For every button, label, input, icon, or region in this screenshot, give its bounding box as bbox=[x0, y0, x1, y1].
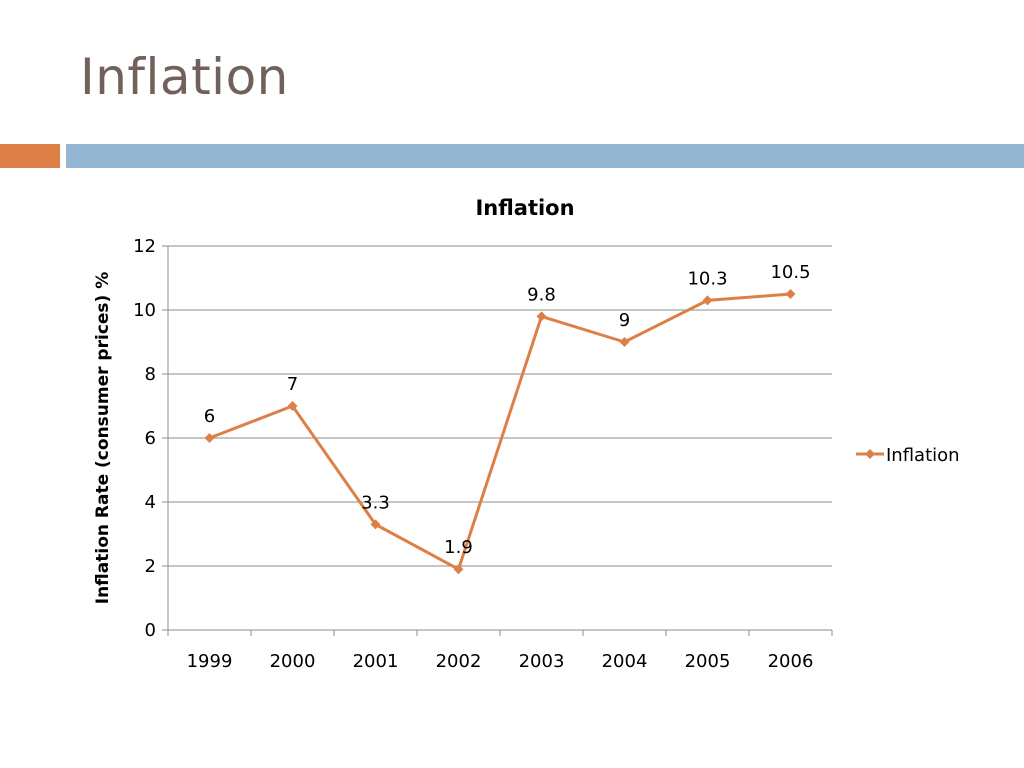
y-tick-label: 12 bbox=[133, 236, 156, 257]
x-axis-ticks: 1999 2000 2001 2002 2003 2004 2005 2006 bbox=[167, 630, 833, 672]
data-label: 10.3 bbox=[687, 268, 727, 289]
x-tick-label: 1999 bbox=[187, 651, 233, 672]
gridlines bbox=[168, 245, 832, 567]
data-label: 6 bbox=[204, 406, 215, 427]
data-point-marker bbox=[785, 289, 796, 299]
data-label: 3.3 bbox=[361, 492, 390, 513]
y-tick-label: 10 bbox=[133, 300, 156, 321]
data-label: 7 bbox=[287, 374, 298, 395]
series-line bbox=[208, 292, 791, 571]
slide-title: Inflation bbox=[80, 48, 289, 106]
data-point-marker bbox=[619, 337, 630, 347]
y-axis-ticks: 0 2 4 6 8 10 12 bbox=[133, 236, 168, 641]
data-point-marker bbox=[536, 311, 547, 322]
y-axis-label: Inflation Rate (consumer prices) % bbox=[93, 272, 113, 605]
data-label: 9.8 bbox=[527, 284, 556, 305]
y-tick-label: 2 bbox=[145, 556, 156, 577]
x-tick-label: 2001 bbox=[353, 651, 399, 672]
data-label: 1.9 bbox=[444, 537, 473, 558]
chart-title: Inflation bbox=[475, 196, 574, 220]
x-tick-label: 2004 bbox=[602, 651, 648, 672]
series-group bbox=[204, 289, 796, 575]
accent-bar-blue bbox=[66, 144, 1024, 168]
data-point-marker bbox=[702, 295, 713, 306]
data-point-marker bbox=[287, 401, 298, 411]
data-point-marker bbox=[204, 433, 215, 443]
y-tick-label: 8 bbox=[145, 364, 156, 385]
x-tick-label: 2005 bbox=[685, 651, 731, 672]
data-point-marker bbox=[370, 519, 381, 530]
y-tick-label: 4 bbox=[145, 492, 156, 513]
x-tick-label: 2000 bbox=[270, 651, 316, 672]
data-point-marker bbox=[453, 564, 464, 575]
x-tick-label: 2006 bbox=[768, 651, 814, 672]
data-labels: 6 7 3.3 1.9 9.8 9 10.3 10.5 bbox=[204, 262, 811, 558]
x-tick-label: 2002 bbox=[436, 651, 482, 672]
data-label: 9 bbox=[619, 310, 630, 331]
legend-label: Inflation bbox=[886, 445, 960, 466]
legend-marker bbox=[865, 449, 875, 459]
y-tick-label: 0 bbox=[145, 620, 156, 641]
legend: Inflation bbox=[856, 445, 960, 466]
y-tick-label: 6 bbox=[145, 428, 156, 449]
accent-bar-orange bbox=[0, 144, 60, 168]
x-tick-label: 2003 bbox=[519, 651, 565, 672]
data-label: 10.5 bbox=[770, 262, 810, 283]
